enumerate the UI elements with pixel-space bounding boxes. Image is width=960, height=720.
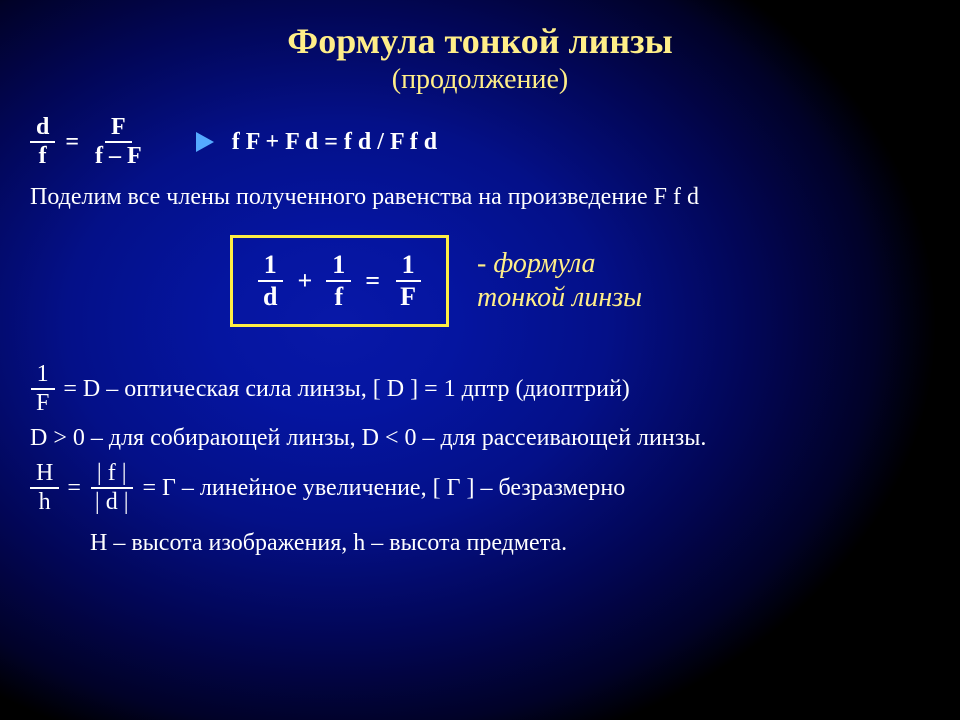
frac-F-over-fminusF: F f – F xyxy=(89,114,148,170)
d-condition-text: D > 0 – для собирающей линзы, D < 0 – дл… xyxy=(30,425,706,452)
plus-sign: + xyxy=(297,266,312,296)
frac-f-over-d: | f | | d | xyxy=(89,460,135,516)
frac-num: 1 xyxy=(31,361,55,390)
divide-text: Поделим все члены полученного равенства … xyxy=(30,184,930,211)
d-condition-row: D > 0 – для собирающей линзы, D < 0 – дл… xyxy=(30,425,930,452)
frac-H-over-h: H h xyxy=(30,460,59,516)
equals-sign: = xyxy=(65,129,79,156)
frac-num: 1 xyxy=(396,250,421,282)
optical-power-text: = D – оптическая сила линзы, [ D ] = 1 д… xyxy=(63,376,629,403)
slide-title: Формула тонкой линзы xyxy=(0,0,960,62)
thin-lens-formula-box: 1 d + 1 f = 1 F xyxy=(230,235,449,327)
expanded-equation: f F + F d = f d / F f d xyxy=(232,129,437,156)
frac-den: d xyxy=(257,282,283,312)
formula-label-line1: - формула xyxy=(477,247,642,281)
frac-num: 1 xyxy=(326,250,351,282)
magnification-text: = Г – линейное увеличение, [ Г ] – безра… xyxy=(143,475,626,502)
formula-label-line2: тонкой линзы xyxy=(477,281,642,315)
frac-d-over-f: d f xyxy=(30,114,55,170)
frac-den: F xyxy=(394,282,422,312)
optical-power-row: 1 F = D – оптическая сила линзы, [ D ] =… xyxy=(30,361,930,417)
frac-den: h xyxy=(33,489,57,516)
height-definition-row: H – высота изображения, h – высота предм… xyxy=(90,530,930,557)
frac-num: H xyxy=(30,460,59,489)
arrow-icon xyxy=(196,132,214,152)
frac-den: f xyxy=(328,282,349,312)
frac-den: | d | xyxy=(89,489,135,516)
derivation-row: d f = F f – F f F + F d = f d / F f d xyxy=(30,114,930,170)
formula-box-row: 1 d + 1 f = 1 F - формула тонкой линзы xyxy=(230,235,930,327)
slide-content: d f = F f – F f F + F d = f d / F f d По… xyxy=(0,96,960,557)
frac-1-over-d: 1 d xyxy=(257,250,283,312)
formula-label: - формула тонкой линзы xyxy=(477,247,642,314)
frac-1-over-F-def: 1 F xyxy=(30,361,55,417)
definitions-block: 1 F = D – оптическая сила линзы, [ D ] =… xyxy=(30,361,930,557)
frac-num: d xyxy=(30,114,55,143)
equals-sign: = xyxy=(67,475,81,502)
frac-num: 1 xyxy=(258,250,283,282)
frac-den: f – F xyxy=(89,143,148,170)
frac-1-over-f: 1 f xyxy=(326,250,351,312)
frac-1-over-F: 1 F xyxy=(394,250,422,312)
frac-num: | f | xyxy=(91,460,133,489)
frac-den: f xyxy=(33,143,53,170)
equals-sign: = xyxy=(365,266,380,296)
slide-subtitle: (продолжение) xyxy=(0,64,960,96)
magnification-row: H h = | f | | d | = Г – линейное увеличе… xyxy=(30,460,930,516)
frac-den: F xyxy=(30,390,55,417)
height-definition-text: H – высота изображения, h – высота предм… xyxy=(90,530,567,557)
frac-num: F xyxy=(105,114,132,143)
